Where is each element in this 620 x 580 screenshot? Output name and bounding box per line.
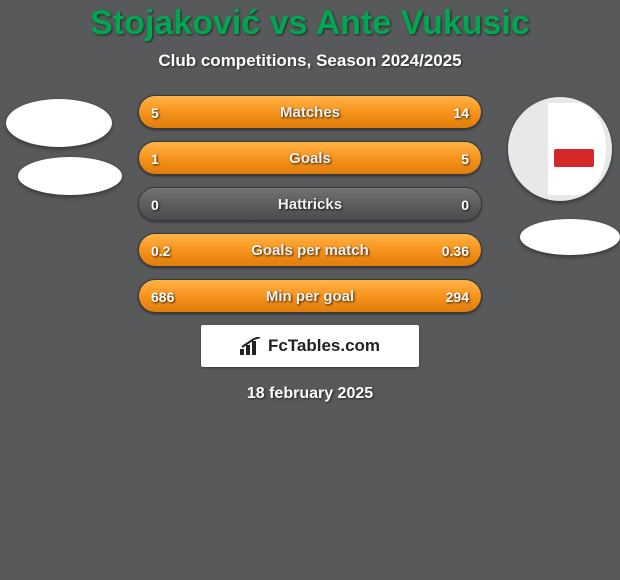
site-logo: FcTables.com <box>201 325 419 367</box>
player-right-flag <box>520 219 620 255</box>
stat-label: Hattricks <box>139 188 481 221</box>
stat-value-right: 5 <box>461 142 469 175</box>
stat-row: 0.2Goals per match0.36 <box>138 233 482 267</box>
stat-value-right: 0.36 <box>442 234 469 267</box>
chart-icon <box>240 337 262 355</box>
page-subtitle: Club competitions, Season 2024/2025 <box>0 51 620 71</box>
stat-row: 0Hattricks0 <box>138 187 482 221</box>
logo-text: FcTables.com <box>268 336 380 356</box>
stat-label: Min per goal <box>139 280 481 313</box>
stat-row: 1Goals5 <box>138 141 482 175</box>
player-left-avatar <box>6 99 112 147</box>
player-right-avatar <box>508 97 612 201</box>
stat-row: 686Min per goal294 <box>138 279 482 313</box>
stat-value-right: 14 <box>453 96 469 129</box>
stat-label: Goals per match <box>139 234 481 267</box>
stat-value-right: 0 <box>461 188 469 221</box>
stat-bars: 5Matches141Goals50Hattricks00.2Goals per… <box>138 95 482 313</box>
page-title: Stojaković vs Ante Vukusic <box>0 4 620 43</box>
stat-row: 5Matches14 <box>138 95 482 129</box>
stat-label: Goals <box>139 142 481 175</box>
stat-label: Matches <box>139 96 481 129</box>
snapshot-date: 18 february 2025 <box>0 385 620 403</box>
stat-value-right: 294 <box>446 280 469 313</box>
player-left-flag <box>18 157 122 195</box>
comparison-panel: 5Matches141Goals50Hattricks00.2Goals per… <box>0 95 620 403</box>
